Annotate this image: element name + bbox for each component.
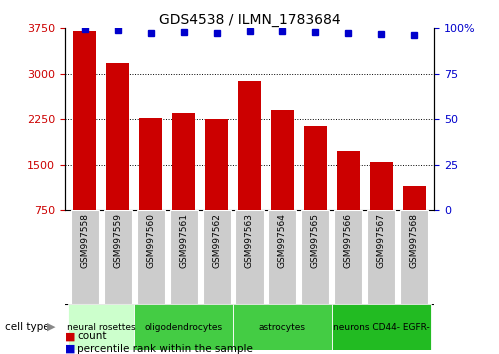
Text: GSM997565: GSM997565 bbox=[311, 213, 320, 268]
Text: ■: ■ bbox=[65, 344, 75, 354]
Title: GDS4538 / ILMN_1783684: GDS4538 / ILMN_1783684 bbox=[159, 13, 340, 27]
Text: GSM997566: GSM997566 bbox=[344, 213, 353, 268]
Text: ▶: ▶ bbox=[47, 322, 56, 332]
Text: GSM997558: GSM997558 bbox=[80, 213, 89, 268]
Bar bbox=[106, 63, 129, 256]
FancyBboxPatch shape bbox=[268, 210, 296, 304]
FancyBboxPatch shape bbox=[400, 210, 428, 304]
FancyBboxPatch shape bbox=[334, 210, 362, 304]
Text: GSM997562: GSM997562 bbox=[212, 213, 221, 268]
Bar bbox=[172, 113, 195, 256]
FancyBboxPatch shape bbox=[71, 210, 99, 304]
Bar bbox=[205, 119, 228, 256]
FancyBboxPatch shape bbox=[137, 210, 165, 304]
Bar bbox=[304, 126, 327, 256]
Text: GSM997564: GSM997564 bbox=[278, 213, 287, 268]
FancyBboxPatch shape bbox=[301, 210, 329, 304]
Bar bbox=[370, 162, 393, 256]
Text: cell type: cell type bbox=[5, 322, 49, 332]
FancyBboxPatch shape bbox=[367, 210, 395, 304]
Bar bbox=[403, 186, 426, 256]
Bar bbox=[271, 110, 294, 256]
FancyBboxPatch shape bbox=[233, 304, 332, 350]
FancyBboxPatch shape bbox=[203, 210, 231, 304]
FancyBboxPatch shape bbox=[104, 210, 132, 304]
FancyBboxPatch shape bbox=[332, 304, 431, 350]
FancyBboxPatch shape bbox=[68, 304, 134, 350]
FancyBboxPatch shape bbox=[170, 210, 198, 304]
FancyBboxPatch shape bbox=[236, 210, 263, 304]
Text: percentile rank within the sample: percentile rank within the sample bbox=[77, 344, 253, 354]
Text: GSM997568: GSM997568 bbox=[410, 213, 419, 268]
Text: ■: ■ bbox=[65, 331, 75, 341]
Text: neural rosettes: neural rosettes bbox=[67, 322, 135, 332]
Text: neurons CD44- EGFR-: neurons CD44- EGFR- bbox=[333, 322, 430, 332]
Text: GSM997563: GSM997563 bbox=[245, 213, 254, 268]
Bar bbox=[337, 152, 360, 256]
Text: oligodendrocytes: oligodendrocytes bbox=[145, 322, 223, 332]
Text: GSM997561: GSM997561 bbox=[179, 213, 188, 268]
FancyBboxPatch shape bbox=[134, 304, 233, 350]
Text: count: count bbox=[77, 331, 107, 341]
Text: GSM997567: GSM997567 bbox=[377, 213, 386, 268]
Bar bbox=[73, 32, 96, 256]
Text: GSM997560: GSM997560 bbox=[146, 213, 155, 268]
Bar bbox=[139, 118, 162, 256]
Text: astrocytes: astrocytes bbox=[259, 322, 306, 332]
Bar bbox=[238, 81, 261, 256]
Text: GSM997559: GSM997559 bbox=[113, 213, 122, 268]
